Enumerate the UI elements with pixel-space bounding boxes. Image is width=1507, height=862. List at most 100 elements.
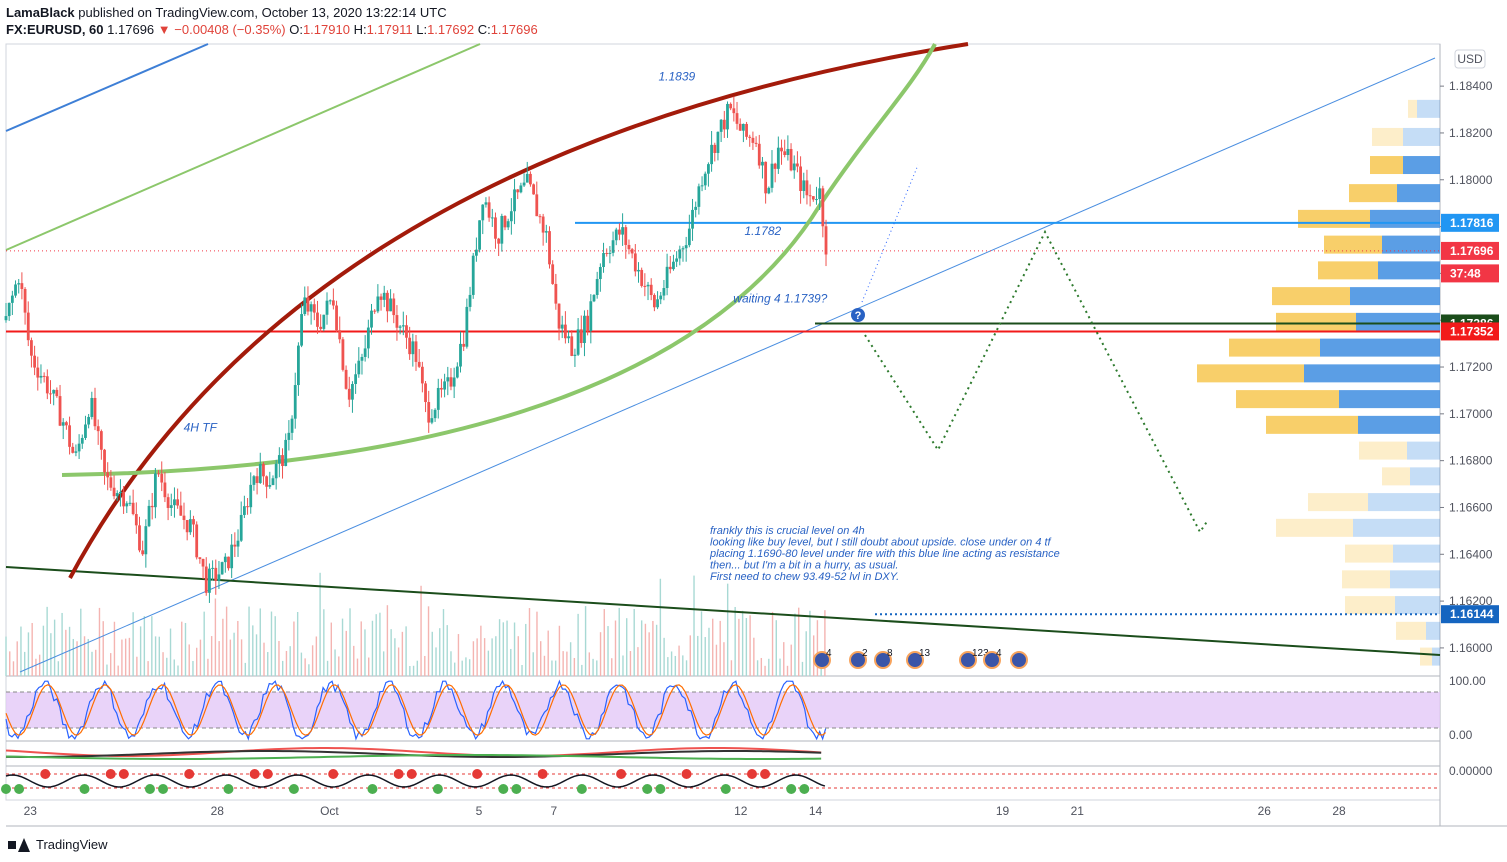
time-tick-label: 14 bbox=[809, 804, 823, 818]
chart-annotation: waiting 4 1.1739? bbox=[733, 292, 827, 306]
vp-buy-bar bbox=[1197, 364, 1304, 383]
candle-body bbox=[783, 151, 787, 155]
osc3-green-dot bbox=[655, 784, 666, 794]
candle-body bbox=[252, 476, 256, 485]
candle-body bbox=[608, 252, 612, 254]
vp-buy-bar bbox=[1276, 312, 1356, 331]
candle-body bbox=[678, 249, 682, 259]
vp-buy-bar bbox=[1276, 518, 1353, 537]
candle-body bbox=[697, 186, 701, 207]
candle-body bbox=[427, 402, 431, 423]
candle-body bbox=[459, 343, 462, 367]
projected-path bbox=[864, 229, 1209, 534]
candle-body bbox=[109, 477, 113, 488]
candle-body bbox=[45, 376, 49, 394]
candle-body bbox=[188, 519, 192, 533]
vp-buy-bar bbox=[1298, 209, 1370, 228]
osc3-red-dot bbox=[105, 769, 116, 779]
question-glyph: ? bbox=[855, 310, 862, 322]
tradingview-logo-icon bbox=[8, 837, 30, 852]
candle-body bbox=[792, 163, 796, 171]
candle-body bbox=[735, 113, 739, 124]
candle-body bbox=[258, 464, 262, 483]
candle-body bbox=[452, 377, 456, 387]
vp-buy-bar bbox=[1345, 544, 1393, 563]
author-name[interactable]: LamaBlack bbox=[6, 5, 75, 20]
osc3-line bbox=[5, 774, 826, 788]
currency-box bbox=[1454, 49, 1486, 69]
candle-body bbox=[23, 288, 27, 313]
candle-body bbox=[557, 303, 561, 329]
candle-body bbox=[538, 216, 542, 218]
candle-body bbox=[293, 385, 297, 419]
candle-body bbox=[192, 519, 195, 525]
osc3-red-dot bbox=[249, 769, 260, 779]
candle-body bbox=[761, 161, 764, 166]
vp-buy-bar bbox=[1372, 127, 1403, 146]
osc3-red-dot bbox=[472, 769, 483, 779]
candle-body bbox=[26, 312, 30, 341]
vp-buy-bar bbox=[1272, 287, 1350, 306]
candle-body bbox=[732, 108, 736, 114]
candle-body bbox=[80, 437, 84, 444]
vp-buy-bar bbox=[1236, 390, 1339, 409]
price-tick-label: 1.18200 bbox=[1449, 126, 1493, 140]
candle-body bbox=[532, 184, 536, 195]
osc3-red-dot bbox=[616, 769, 627, 779]
candle-body bbox=[271, 478, 275, 486]
event-marker-label: 8 bbox=[887, 648, 893, 659]
candle-body bbox=[786, 148, 790, 155]
vp-sell-bar bbox=[1395, 596, 1440, 615]
candle-body bbox=[36, 367, 40, 378]
candle-body bbox=[7, 302, 11, 317]
candle-body bbox=[602, 253, 605, 268]
candle-body bbox=[808, 195, 812, 197]
vp-buy-bar bbox=[1342, 570, 1390, 589]
blue-trend-line bbox=[5, 43, 209, 132]
ma-green bbox=[5, 754, 822, 760]
osc3-green-dot bbox=[511, 784, 522, 794]
candle-body bbox=[576, 329, 580, 355]
symbol-name[interactable]: FX:EURUSD, 60 bbox=[6, 22, 104, 37]
candle-body bbox=[17, 283, 21, 285]
candle-body bbox=[392, 298, 396, 316]
brand-label: TradingView bbox=[36, 837, 108, 852]
candle-body bbox=[799, 166, 802, 191]
candle-body bbox=[672, 261, 675, 270]
candle-body bbox=[474, 249, 478, 256]
candle-body bbox=[134, 514, 138, 526]
time-tick-label: 26 bbox=[1258, 804, 1272, 818]
candle-body bbox=[42, 375, 46, 377]
candle-body bbox=[726, 103, 729, 130]
event-marker-icon bbox=[1010, 651, 1028, 669]
candle-body bbox=[173, 499, 176, 506]
vp-buy-bar bbox=[1420, 647, 1432, 666]
comment-line: then... but I'm a bit in a hurry, as usu… bbox=[710, 560, 898, 572]
candle-body bbox=[347, 388, 351, 400]
chart-annotation: 1.1839 bbox=[658, 69, 695, 83]
oscillator-panes bbox=[1, 679, 1440, 794]
osc3-green-dot bbox=[79, 784, 90, 794]
osc3-red-dot bbox=[118, 769, 129, 779]
volume-profile bbox=[1197, 99, 1440, 666]
price-tick-label: 1.16400 bbox=[1449, 547, 1493, 561]
candle-body bbox=[306, 297, 310, 312]
candle-body bbox=[579, 329, 583, 344]
candle-body bbox=[268, 485, 272, 487]
candle-body bbox=[61, 422, 65, 426]
candle-body bbox=[169, 505, 173, 508]
candle-body bbox=[796, 163, 799, 167]
candle-body bbox=[490, 217, 494, 219]
event-marker-icon bbox=[849, 651, 867, 669]
candle-body bbox=[573, 354, 577, 356]
dark-green-trend-line bbox=[5, 566, 1441, 656]
green-arc bbox=[61, 43, 937, 477]
footer-brand[interactable]: TradingView bbox=[8, 837, 108, 852]
vp-sell-bar bbox=[1407, 441, 1440, 460]
candle-body bbox=[595, 279, 599, 296]
candle-body bbox=[201, 558, 205, 567]
candle-body bbox=[112, 487, 116, 497]
event-marker-icon bbox=[983, 651, 1001, 669]
vp-buy-bar bbox=[1370, 156, 1403, 175]
